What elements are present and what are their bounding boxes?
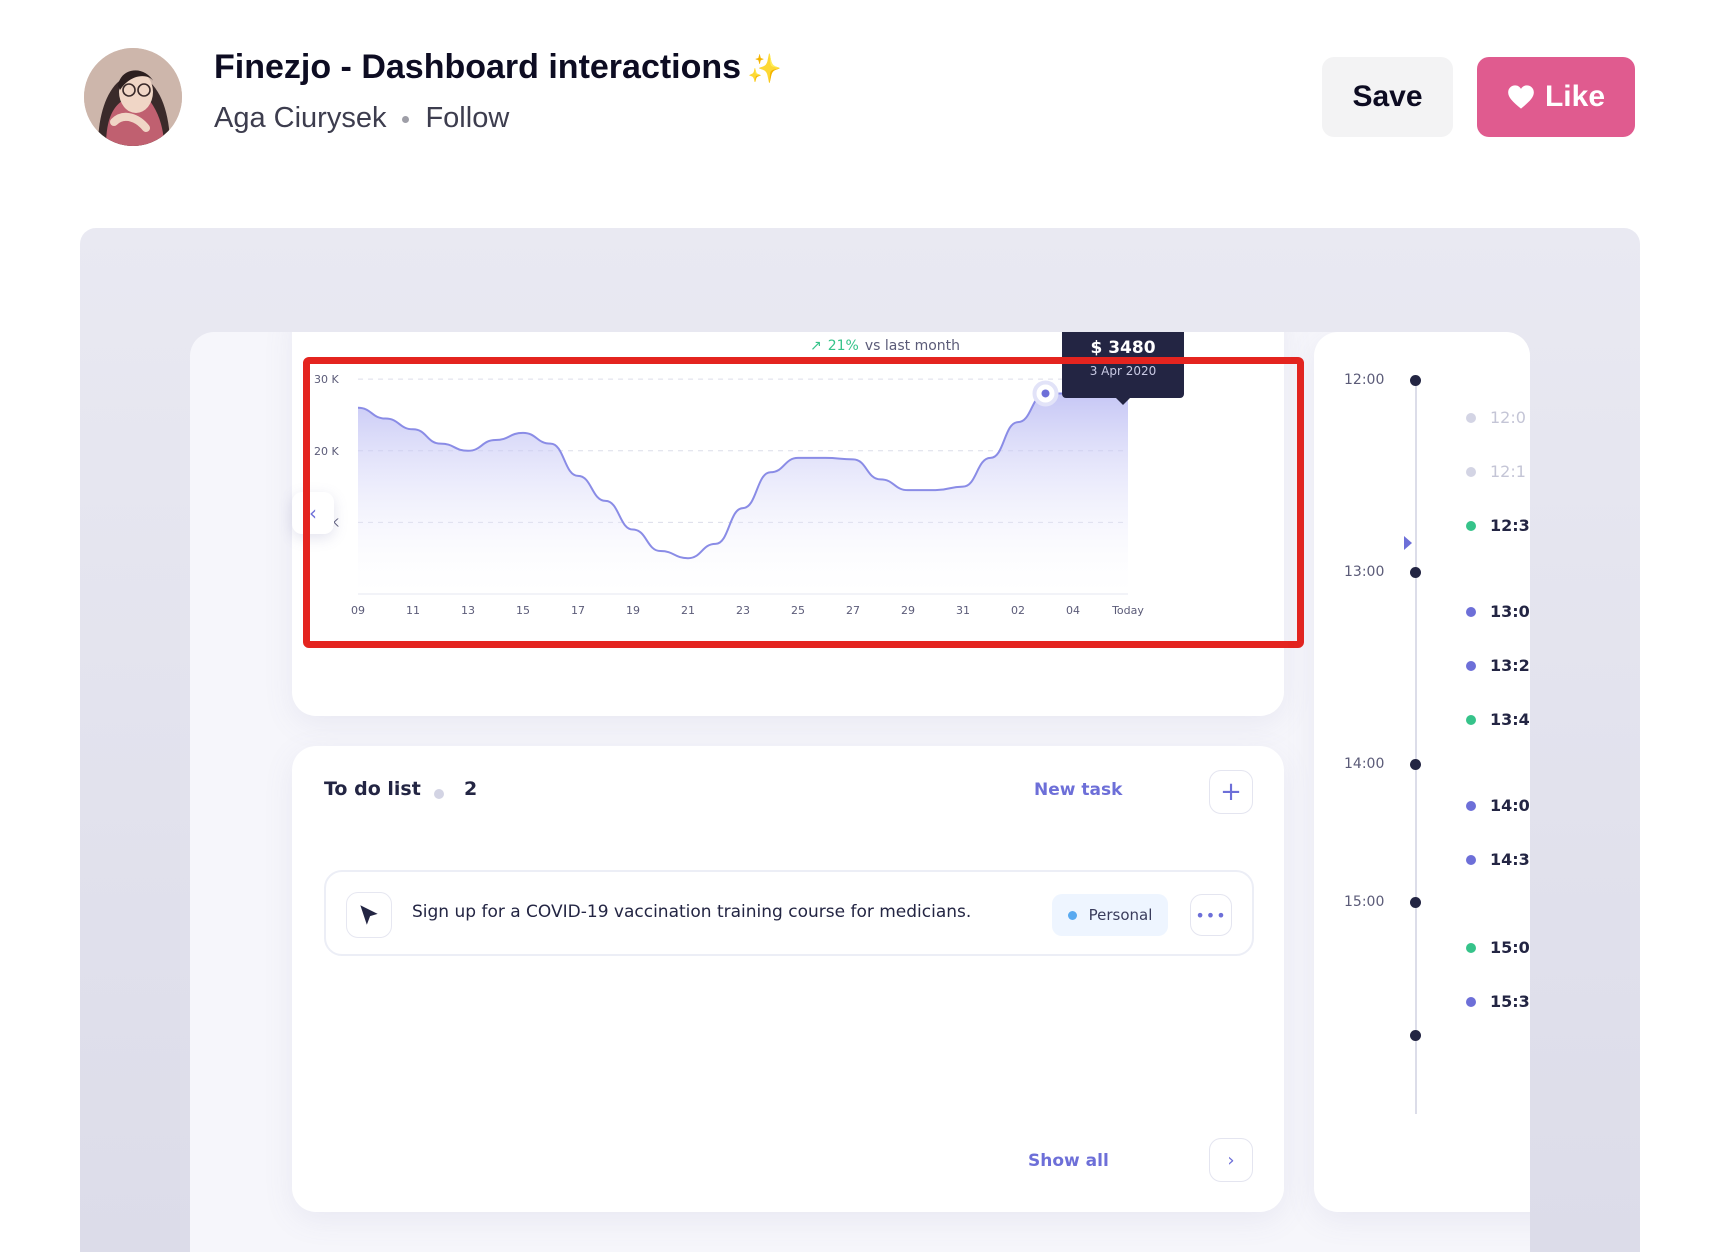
task-check-button[interactable] xyxy=(346,892,392,938)
timeline-event-dot xyxy=(1466,661,1476,671)
x-tick-label: 02 xyxy=(1011,604,1025,617)
timeline-event-dot xyxy=(1466,855,1476,865)
trend-label: vs last month xyxy=(864,338,961,354)
timeline-event-time[interactable]: 13:2 xyxy=(1490,656,1530,675)
x-tick-label: 15 xyxy=(516,604,530,617)
x-tick-label: 11 xyxy=(406,604,420,617)
timeline-event-dot xyxy=(1466,607,1476,617)
show-all-next-button[interactable]: › xyxy=(1209,1138,1253,1182)
x-tick-label: 27 xyxy=(846,604,860,617)
like-label: Like xyxy=(1544,80,1606,113)
x-tick-label: 21 xyxy=(681,604,695,617)
timeline-event-time[interactable]: 13:0 xyxy=(1490,602,1530,621)
timeline-event-time[interactable]: 14:0 xyxy=(1490,796,1530,815)
save-button[interactable]: Save xyxy=(1322,57,1453,137)
new-task-link[interactable]: New task xyxy=(1034,780,1123,800)
chart-tooltip: $ 3480 3 Apr 2020 xyxy=(1062,332,1184,405)
timeline-hour-label: 13:00 xyxy=(1344,564,1385,580)
timeline-event-time[interactable]: 15:0 xyxy=(1490,938,1530,957)
timeline-hour-node xyxy=(1410,759,1421,770)
timeline-hour-node xyxy=(1410,897,1421,908)
follow-link[interactable]: Follow xyxy=(425,102,510,134)
author-avatar[interactable] xyxy=(84,48,182,146)
timeline-hour-label: 14:00 xyxy=(1344,756,1385,772)
timeline-line xyxy=(1415,382,1417,1114)
separator-dot xyxy=(402,115,410,123)
timeline-event-time[interactable]: 12:3 xyxy=(1490,516,1530,535)
timeline-event-time[interactable]: 12:1 xyxy=(1490,462,1526,481)
highlight-box xyxy=(303,357,1304,648)
highlight-point[interactable] xyxy=(1041,389,1050,398)
timeline-end-node xyxy=(1410,1030,1421,1041)
todo-card: To do list 2 New task + Sign up for a CO… xyxy=(292,746,1284,1212)
timeline-event-time[interactable]: 15:3 xyxy=(1490,992,1530,1011)
tooltip-date: 3 Apr 2020 xyxy=(1089,364,1157,378)
x-tick-label: 25 xyxy=(791,604,805,617)
x-tick-label: 04 xyxy=(1066,604,1080,617)
task-more-button[interactable]: ••• xyxy=(1190,894,1232,936)
timeline-hour-node xyxy=(1410,375,1421,386)
timeline-event-dot xyxy=(1466,943,1476,953)
timeline-event-dot xyxy=(1466,467,1476,477)
timeline-hour-node xyxy=(1410,567,1421,578)
x-tick-label: 13 xyxy=(461,604,475,617)
trend-percent: 21% xyxy=(827,338,859,354)
timeline-card: 12:00 13:00 14:00 15:00 12:0 12:1 12:3 13:0 13:… xyxy=(1314,332,1530,1212)
todo-title: To do list xyxy=(324,778,421,800)
x-tick-label: 29 xyxy=(901,604,915,617)
author-name-link[interactable]: Aga Ciurysek xyxy=(214,102,387,134)
y-tick-label: 20 K xyxy=(314,445,339,458)
timeline-event-dot xyxy=(1466,997,1476,1007)
dashboard-app: ↗21%vs last month 30 K20 K10 K0911131517… xyxy=(190,332,1530,1252)
shot-canvas: ↗21%vs last month 30 K20 K10 K0911131517… xyxy=(80,228,1640,1252)
author-line: Aga Ciurysek Follow xyxy=(214,102,509,135)
series-line xyxy=(357,392,1128,560)
timeline-event-time[interactable]: 12:0 xyxy=(1490,408,1526,427)
cursor-icon xyxy=(360,905,378,925)
more-dots-icon: ••• xyxy=(1195,905,1227,925)
like-button[interactable]: Like xyxy=(1477,57,1635,137)
show-all-link[interactable]: Show all xyxy=(1028,1151,1109,1171)
x-tick-label: Today xyxy=(1111,604,1144,617)
timeline-event-time[interactable]: 14:3 xyxy=(1490,850,1530,869)
timeline-event-time[interactable]: 13:4 xyxy=(1490,710,1530,729)
tooltip-amount: $ 3480 xyxy=(1090,338,1156,358)
task-tag[interactable]: Personal xyxy=(1052,894,1168,936)
todo-count: 2 xyxy=(464,778,478,800)
sparkle-icon: ✨ xyxy=(747,53,782,84)
trend-up-icon: ↗ xyxy=(810,338,822,354)
plus-icon: + xyxy=(1220,777,1242,807)
timeline-event-dot xyxy=(1466,801,1476,811)
timeline-event-dot xyxy=(1466,715,1476,725)
tag-dot xyxy=(1067,910,1077,920)
task-text: Sign up for a COVID-19 vaccination train… xyxy=(412,902,972,922)
chart-prev-button[interactable]: ‹ xyxy=(292,492,334,534)
chevron-left-icon: ‹ xyxy=(309,501,317,525)
timeline-hour-label: 12:00 xyxy=(1344,372,1385,388)
timeline-event-dot xyxy=(1466,521,1476,531)
timeline-event-dot xyxy=(1466,413,1476,423)
trend-indicator: ↗ 21% vs last month xyxy=(810,338,960,354)
x-tick-label: 19 xyxy=(626,604,640,617)
timeline-hour-label: 15:00 xyxy=(1344,894,1385,910)
x-tick-label: 17 xyxy=(571,604,585,617)
tag-label: Personal xyxy=(1088,906,1153,924)
x-tick-label: 23 xyxy=(736,604,750,617)
x-tick-label: 09 xyxy=(351,604,365,617)
task-item[interactable]: Sign up for a COVID-19 vaccination train… xyxy=(324,870,1254,956)
shot-title: Finezjo - Dashboard interactions ✨ xyxy=(214,48,782,86)
y-tick-label: 30 K xyxy=(314,373,339,386)
add-task-button[interactable]: + xyxy=(1209,770,1253,814)
todo-separator-dot xyxy=(434,789,444,799)
chevron-right-icon: › xyxy=(1227,1149,1235,1171)
x-tick-label: 31 xyxy=(956,604,970,617)
heart-icon xyxy=(1508,85,1534,109)
current-time-marker-icon xyxy=(1404,536,1412,550)
